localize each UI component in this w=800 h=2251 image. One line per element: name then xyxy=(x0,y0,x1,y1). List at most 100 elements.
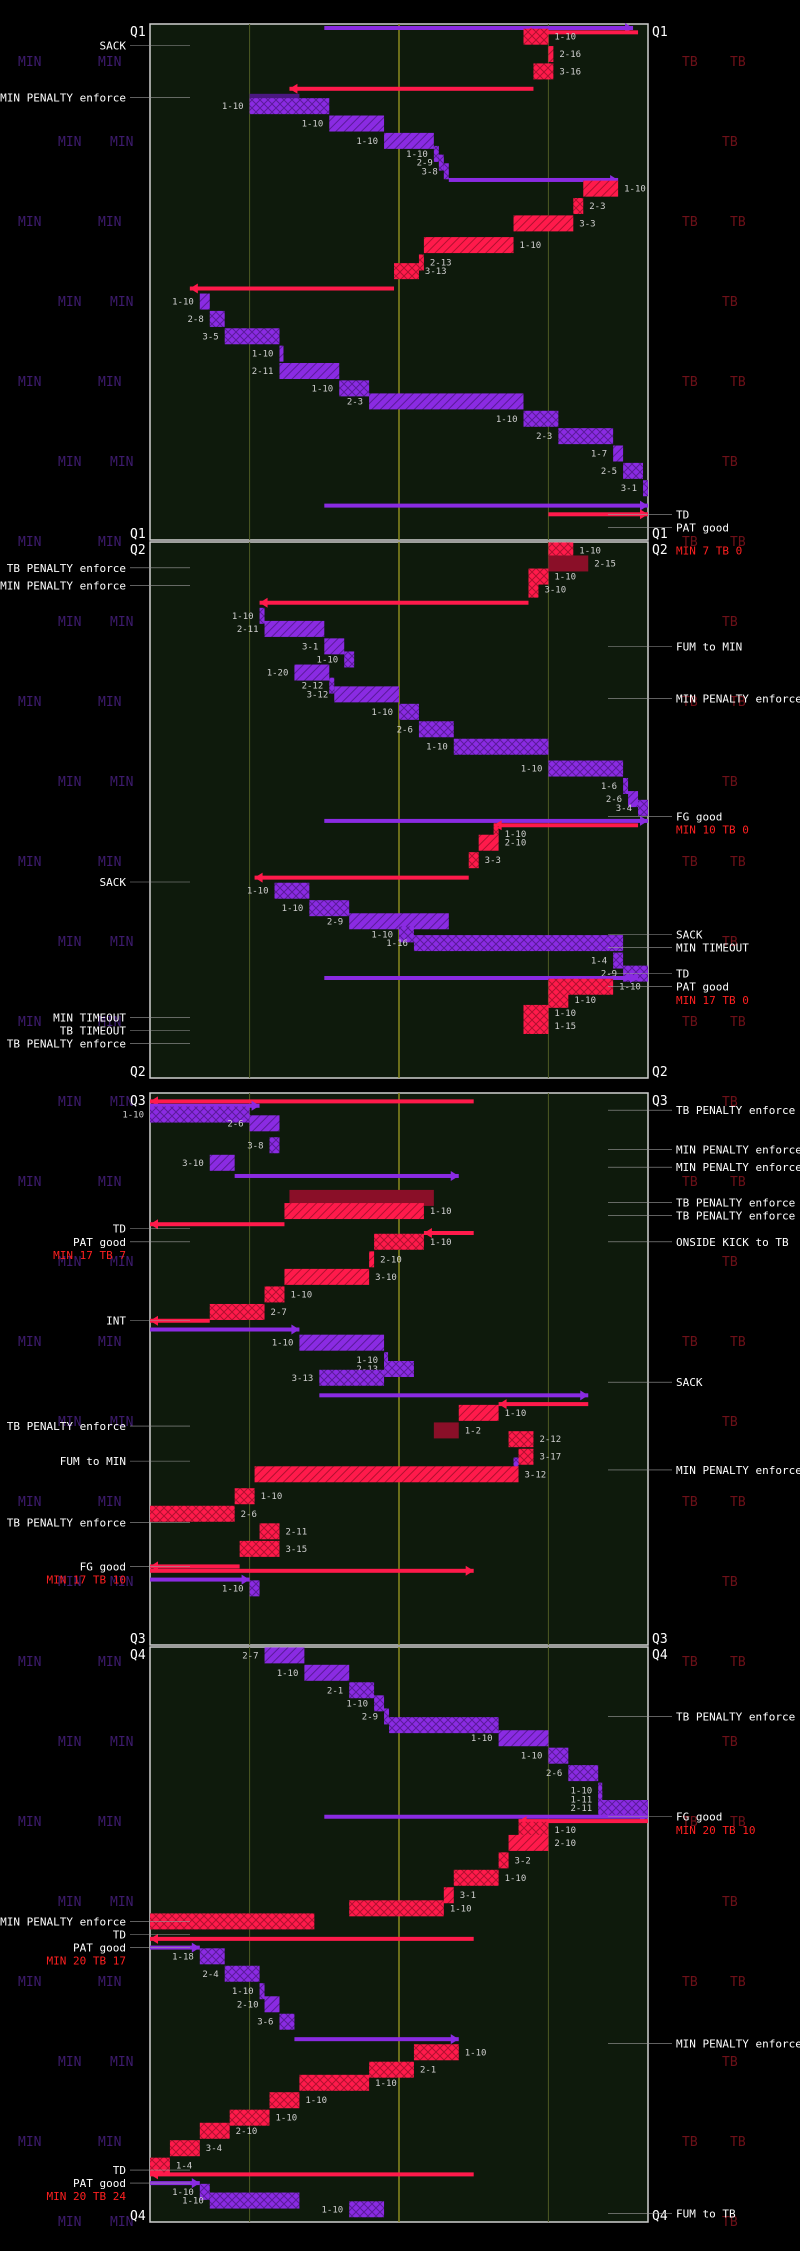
play-arrowhead xyxy=(254,872,263,883)
play-pass xyxy=(279,363,340,380)
watermark-tb: TB xyxy=(682,1495,698,1510)
play-run xyxy=(269,2092,300,2109)
watermark-min: MIN xyxy=(110,2215,133,2230)
watermark-min: MIN xyxy=(98,215,121,230)
watermark-min: MIN xyxy=(18,55,41,70)
watermark-tb: TB xyxy=(730,1015,746,1030)
play-pass xyxy=(254,1466,519,1483)
play-pass xyxy=(284,1268,370,1285)
play-run xyxy=(443,163,449,180)
event-label: TB PENALTY enforce xyxy=(676,1209,795,1222)
quarter-label: Q3 xyxy=(130,1632,146,1647)
play-pass xyxy=(498,1730,549,1747)
down-distance-label: 3-2 xyxy=(515,1856,531,1866)
play-kick xyxy=(324,503,648,508)
down-distance-label: 3-17 xyxy=(539,1453,561,1463)
down-distance-label: 1-10 xyxy=(465,2048,487,2058)
play-kick xyxy=(324,976,639,980)
quarter-label: Q1 xyxy=(130,527,146,542)
watermark-min: MIN xyxy=(110,1575,133,1590)
play-pass xyxy=(264,620,325,637)
event-label: MIN PENALTY enforce xyxy=(676,693,800,706)
watermark-min: MIN xyxy=(58,1095,81,1110)
play-arrowhead xyxy=(291,1324,300,1335)
watermark-tb: TB xyxy=(682,855,698,870)
play-arrowhead xyxy=(423,1228,432,1238)
down-distance-label: 2-3 xyxy=(536,432,552,442)
play-pass xyxy=(279,345,284,362)
play-pass xyxy=(583,180,619,197)
down-distance-label: 1-18 xyxy=(172,1952,194,1962)
down-distance-label: 1-10 xyxy=(496,415,518,425)
down-distance-label: 3-3 xyxy=(579,219,595,229)
down-distance-label: 1-10 xyxy=(554,1009,576,1019)
down-distance-label: 2-12 xyxy=(302,682,324,692)
down-distance-label: 1-10 xyxy=(426,743,448,753)
watermark-min: MIN xyxy=(98,1495,121,1510)
play-pass xyxy=(349,913,449,930)
play-kick xyxy=(150,1577,250,1582)
quarter-label: Q4 xyxy=(130,2209,146,2224)
play-arrowhead xyxy=(450,1170,459,1181)
play-run xyxy=(344,651,355,668)
watermark-tb: TB xyxy=(722,775,738,790)
down-distance-label: 1-10 xyxy=(624,185,646,195)
play-run xyxy=(528,581,539,598)
play-pass xyxy=(324,638,345,655)
watermark-min: MIN xyxy=(98,1015,121,1030)
score-label: MIN 17 TB 0 xyxy=(676,994,749,1007)
event-label: TD xyxy=(113,2164,126,2177)
down-distance-label: 1-10 xyxy=(521,1752,543,1762)
play-arrowhead xyxy=(465,1565,474,1576)
down-distance-label: 1-10 xyxy=(282,904,304,914)
event-label: FUM to MIN xyxy=(60,1455,126,1468)
down-distance-label: 2-10 xyxy=(236,2127,258,2137)
quarter-label: Q1 xyxy=(652,25,668,40)
down-distance-label: 1-6 xyxy=(601,782,617,792)
play-kick xyxy=(150,1103,260,1108)
play-run xyxy=(468,852,479,869)
play-pass xyxy=(513,215,574,232)
play-run xyxy=(548,1747,569,1764)
watermark-min: MIN xyxy=(58,775,81,790)
down-distance-label: 1-10 xyxy=(317,655,339,665)
play-pen xyxy=(289,1189,434,1206)
quarter-label: Q4 xyxy=(652,2209,668,2224)
event-label: TB PENALTY enforce xyxy=(7,1037,126,1050)
watermark-tb: TB xyxy=(682,1175,698,1190)
play-pass xyxy=(423,237,514,254)
event-label: FG good xyxy=(676,1811,722,1824)
event-label: TD xyxy=(676,508,689,521)
play-arrowhead xyxy=(493,820,502,831)
play-punt xyxy=(448,177,619,182)
down-distance-label: 1-10 xyxy=(312,384,334,394)
down-distance-label: 1-10 xyxy=(471,1734,493,1744)
event-label: TD xyxy=(113,1223,126,1236)
play-pass xyxy=(613,445,624,462)
watermark-tb: TB xyxy=(682,1335,698,1350)
play-run xyxy=(623,778,629,794)
down-distance-label: 2-1 xyxy=(327,1686,343,1696)
down-distance-label: 1-10 xyxy=(554,1826,576,1836)
quarter-label: Q2 xyxy=(130,1065,146,1080)
watermark-tb: TB xyxy=(722,615,738,630)
play-run xyxy=(199,2122,230,2139)
play-arrowhead xyxy=(251,1100,260,1111)
quarter-label: Q2 xyxy=(652,543,668,558)
down-distance-label: 1-10 xyxy=(232,612,254,622)
down-distance-label: 2-13 xyxy=(430,258,452,268)
down-distance-label: 1-10 xyxy=(554,573,576,583)
down-distance-label: 1-10 xyxy=(232,1987,254,1997)
down-distance-label: 1-20 xyxy=(267,669,289,679)
event-label: MIN PENALTY enforce xyxy=(676,1161,800,1174)
watermark-tb: TB xyxy=(730,55,746,70)
watermark-min: MIN xyxy=(98,1975,121,1990)
down-distance-label: 1-10 xyxy=(371,708,393,718)
watermark-min: MIN xyxy=(58,615,81,630)
play-run xyxy=(349,1682,375,1699)
watermark-min: MIN xyxy=(110,615,133,630)
play-run xyxy=(374,1695,385,1712)
play-run xyxy=(523,1004,549,1021)
down-distance-label: 2-5 xyxy=(601,467,617,477)
play-run xyxy=(384,1708,390,1725)
